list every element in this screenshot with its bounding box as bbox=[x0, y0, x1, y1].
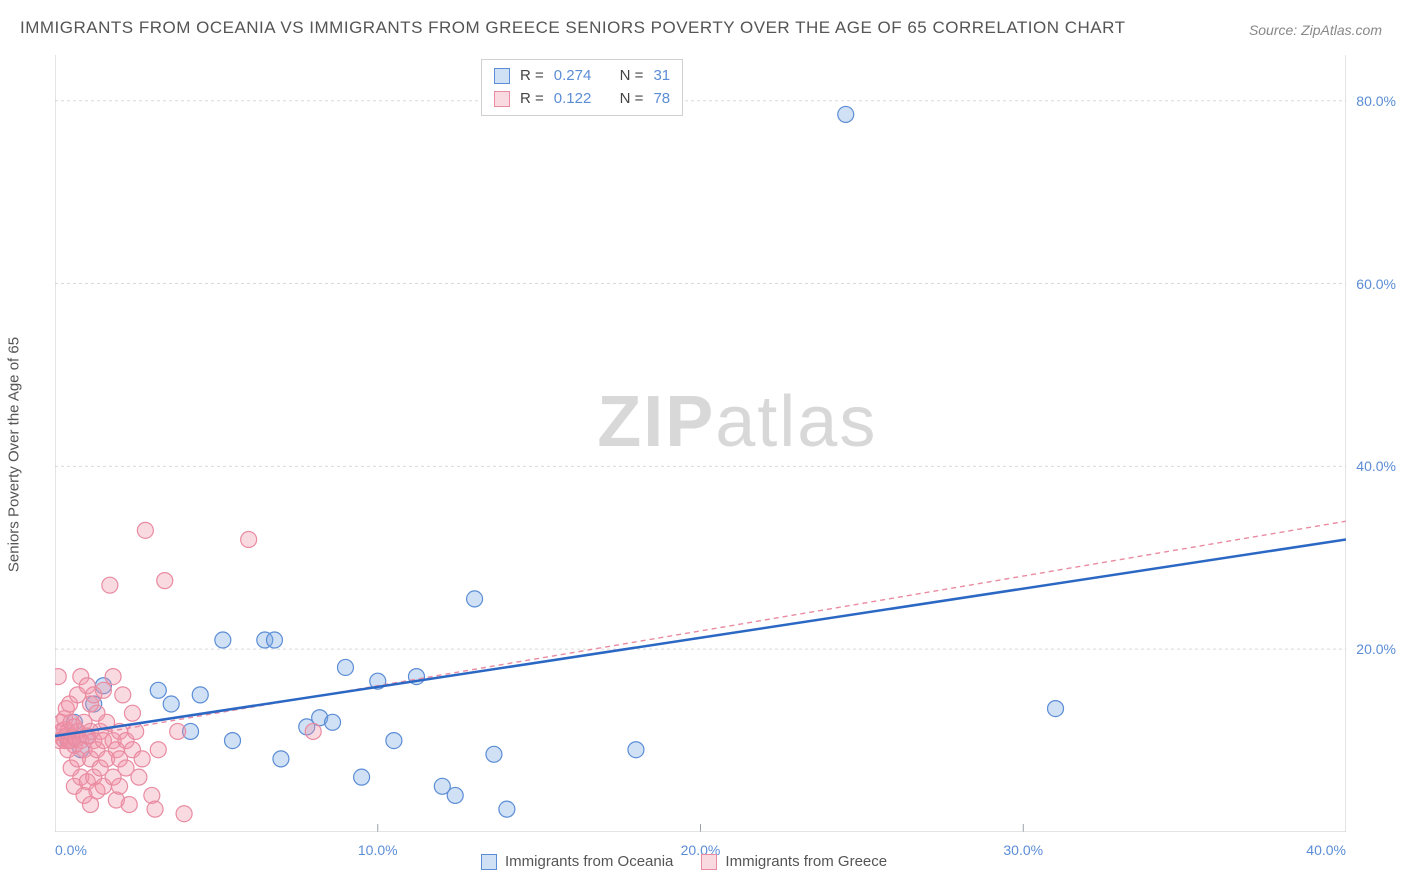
n-value: 78 bbox=[653, 88, 670, 111]
legend-swatch-icon bbox=[494, 91, 510, 107]
series-legend: Immigrants from Oceania Immigrants from G… bbox=[481, 853, 887, 870]
n-label: N = bbox=[620, 88, 644, 111]
legend-series-item: Immigrants from Oceania bbox=[481, 853, 673, 870]
legend-swatch-icon bbox=[701, 854, 717, 870]
r-value: 0.274 bbox=[554, 65, 592, 88]
y-tick-label: 40.0% bbox=[1356, 458, 1396, 474]
y-tick-label: 60.0% bbox=[1356, 276, 1396, 292]
correlation-legend: R = 0.274 N = 31 R = 0.122 N = 78 bbox=[481, 59, 683, 116]
r-label: R = bbox=[520, 65, 544, 88]
scatter-plot bbox=[55, 55, 1346, 832]
legend-swatch-icon bbox=[481, 854, 497, 870]
y-tick-label: 80.0% bbox=[1356, 93, 1396, 109]
n-label: N = bbox=[620, 65, 644, 88]
source-attribution: Source: ZipAtlas.com bbox=[1249, 22, 1382, 38]
x-tick-label: 10.0% bbox=[358, 842, 398, 858]
y-tick-label: 20.0% bbox=[1356, 641, 1396, 657]
n-value: 31 bbox=[653, 65, 670, 88]
legend-correlation-row: R = 0.122 N = 78 bbox=[494, 88, 670, 111]
legend-series-item: Immigrants from Greece bbox=[701, 853, 887, 870]
legend-series-label: Immigrants from Greece bbox=[725, 853, 887, 870]
r-value: 0.122 bbox=[554, 88, 592, 111]
legend-swatch-icon bbox=[494, 68, 510, 84]
x-tick-label: 40.0% bbox=[1306, 842, 1346, 858]
legend-correlation-row: R = 0.274 N = 31 bbox=[494, 65, 670, 88]
x-tick-label: 0.0% bbox=[55, 842, 87, 858]
chart-title: IMMIGRANTS FROM OCEANIA VS IMMIGRANTS FR… bbox=[20, 18, 1125, 38]
r-label: R = bbox=[520, 88, 544, 111]
x-tick-label: 30.0% bbox=[1003, 842, 1043, 858]
y-axis-label: Seniors Poverty Over the Age of 65 bbox=[6, 337, 23, 572]
legend-series-label: Immigrants from Oceania bbox=[505, 853, 673, 870]
chart-area: ZIPatlas R = 0.274 N = 31 R = 0.122 N = … bbox=[55, 55, 1346, 832]
